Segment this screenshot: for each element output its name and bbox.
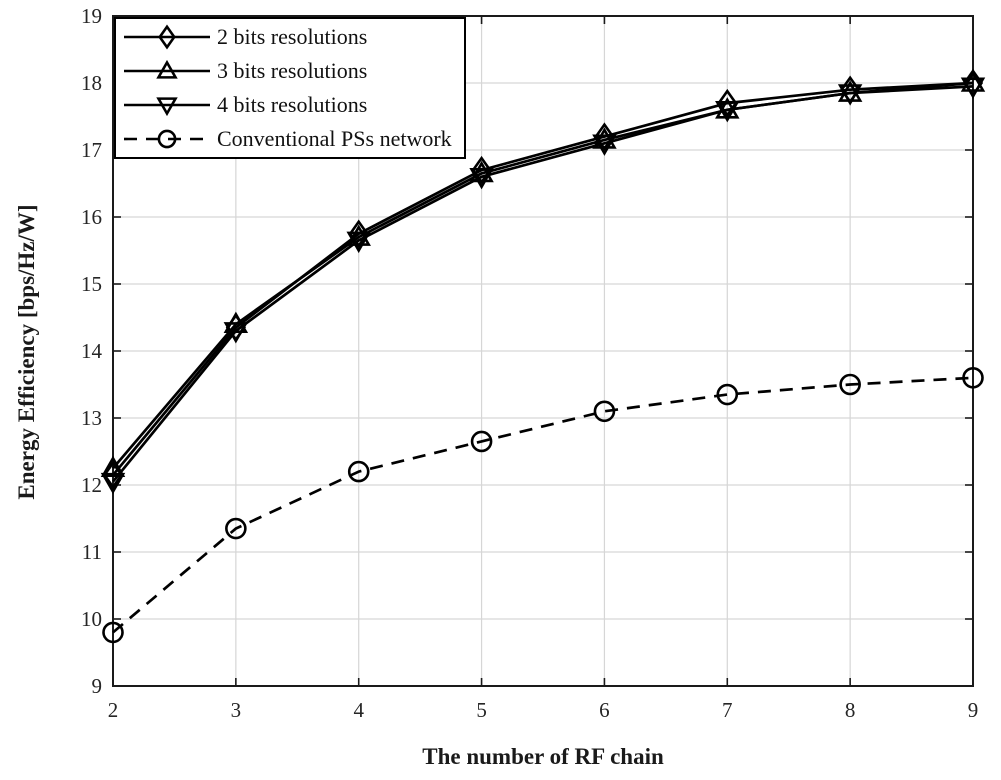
legend-item-2-bits-resolutions: 2 bits resolutions bbox=[123, 20, 452, 54]
marker-triangle-down-icon bbox=[469, 168, 494, 190]
marker-diamond-icon bbox=[102, 460, 124, 490]
marker-triangle-up-icon bbox=[469, 160, 494, 183]
legend-sample-triangle-down-icon bbox=[124, 97, 210, 117]
x-tick-label: 4 bbox=[353, 698, 364, 722]
legend-item-conventional-pss-network: Conventional PSs network bbox=[123, 122, 452, 156]
marker-circle-icon bbox=[962, 366, 984, 389]
legend-label: 4 bits resolutions bbox=[217, 92, 368, 117]
marker-diamond-icon bbox=[717, 88, 738, 118]
series-line-2-bits-resolutions bbox=[111, 81, 974, 476]
x-tick-label: 2 bbox=[108, 698, 119, 722]
x-tick-label: 6 bbox=[599, 698, 610, 722]
x-tick-label: 5 bbox=[476, 698, 487, 722]
marker-triangle-down-icon bbox=[223, 322, 249, 344]
y-tick-label: 16 bbox=[81, 205, 102, 229]
legend-label: Conventional PSs network bbox=[217, 126, 452, 151]
x-tick-label: 7 bbox=[722, 698, 733, 722]
marker-triangle-up-icon bbox=[100, 455, 126, 478]
marker-triangle-down-icon bbox=[592, 134, 617, 156]
marker-triangle-down-icon bbox=[346, 231, 371, 254]
marker-triangle-up-icon bbox=[592, 127, 617, 149]
y-tick-label: 14 bbox=[81, 339, 103, 363]
x-tick-label: 3 bbox=[231, 698, 242, 722]
marker-circle-icon bbox=[839, 373, 861, 396]
marker-diamond-icon bbox=[158, 24, 176, 50]
y-tick-label: 9 bbox=[92, 674, 103, 698]
marker-triangle-down-icon bbox=[960, 77, 986, 99]
legend-item-4-bits-resolutions: 4 bits resolutions bbox=[123, 88, 452, 122]
marker-circle-icon bbox=[157, 129, 177, 149]
y-tick-label: 10 bbox=[81, 607, 102, 631]
marker-circle-icon bbox=[225, 517, 247, 540]
legend-sample-circle-icon bbox=[124, 129, 210, 149]
y-tick-label: 19 bbox=[81, 4, 102, 28]
y-tick-label: 13 bbox=[81, 406, 102, 430]
marker-triangle-down-icon bbox=[837, 84, 863, 106]
y-tick-label: 15 bbox=[81, 272, 102, 296]
legend-sample-triangle-up-icon bbox=[124, 59, 210, 79]
marker-triangle-up-icon bbox=[960, 70, 986, 92]
marker-triangle-up-icon bbox=[156, 59, 178, 79]
y-axis-label: Energy Efficiency [bps/Hz/W] bbox=[14, 204, 39, 500]
legend: 2 bits resolutions 3 bits resolutions 4 bi… bbox=[114, 17, 466, 159]
marker-triangle-down-icon bbox=[156, 97, 178, 117]
marker-circle-icon bbox=[470, 430, 493, 453]
x-tick-label: 9 bbox=[968, 698, 979, 722]
series-line-4-bits-resolutions bbox=[111, 85, 974, 483]
y-tick-label: 11 bbox=[82, 540, 102, 564]
y-tick-label: 17 bbox=[81, 138, 102, 162]
marker-circle-icon bbox=[102, 621, 124, 644]
legend-label: 3 bits resolutions bbox=[217, 58, 368, 83]
series-line-conventional-pss-network bbox=[112, 376, 974, 634]
y-tick-label: 12 bbox=[81, 473, 102, 497]
x-axis-label: The number of RF chain bbox=[422, 744, 664, 769]
marker-circle-icon bbox=[716, 383, 739, 406]
legend-sample-diamond-icon bbox=[124, 24, 210, 50]
marker-circle-icon bbox=[347, 460, 370, 483]
legend-label: 2 bits resolutions bbox=[217, 24, 368, 49]
marker-triangle-up-icon bbox=[346, 224, 371, 246]
y-tick-label: 18 bbox=[81, 71, 102, 95]
marker-circle-icon bbox=[593, 400, 616, 423]
x-tick-label: 8 bbox=[845, 698, 856, 722]
marker-triangle-down-icon bbox=[100, 472, 126, 495]
marker-triangle-down-icon bbox=[715, 101, 740, 123]
legend-item-3-bits-resolutions: 3 bits resolutions bbox=[123, 54, 452, 88]
